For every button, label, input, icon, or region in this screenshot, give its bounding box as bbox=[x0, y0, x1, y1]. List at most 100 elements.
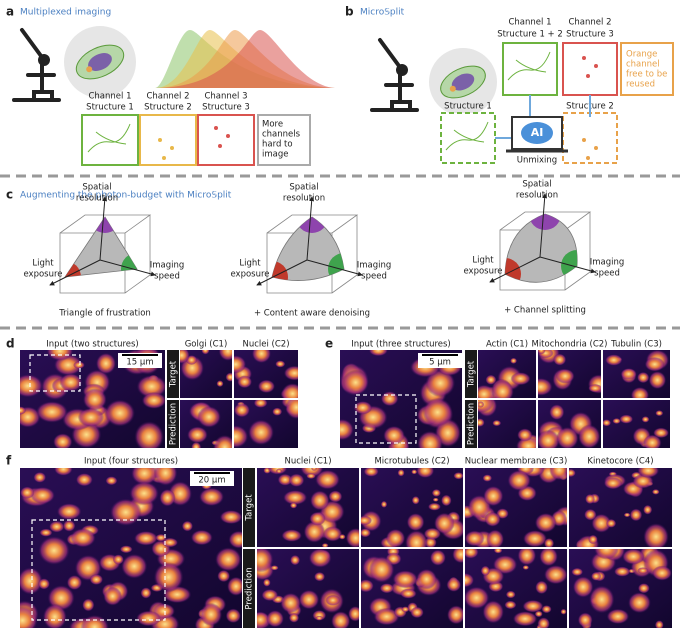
image-content bbox=[465, 549, 567, 628]
structure bbox=[153, 562, 184, 593]
structure bbox=[584, 508, 597, 521]
structure bbox=[39, 528, 53, 537]
structure bbox=[340, 418, 354, 441]
structure bbox=[538, 350, 546, 355]
structure bbox=[543, 565, 567, 585]
label: exposure bbox=[23, 270, 62, 280]
structure bbox=[30, 486, 55, 504]
structure bbox=[637, 468, 660, 478]
structure bbox=[577, 612, 593, 628]
structure bbox=[253, 400, 268, 408]
structure bbox=[290, 554, 301, 566]
label: Multiplexed imaging bbox=[20, 8, 111, 18]
cap bbox=[328, 253, 344, 281]
structure bbox=[104, 399, 135, 427]
structure bbox=[110, 498, 142, 526]
label: exposure bbox=[463, 267, 502, 277]
structure bbox=[82, 598, 95, 612]
label: Actin (C1) bbox=[486, 340, 528, 350]
label: Spatial bbox=[82, 183, 111, 193]
axis bbox=[539, 193, 548, 258]
structure bbox=[129, 481, 159, 506]
structure bbox=[578, 424, 601, 448]
structure bbox=[288, 612, 300, 623]
label: Channel 1 bbox=[88, 92, 131, 102]
structure bbox=[410, 606, 424, 619]
channel-box bbox=[139, 114, 197, 166]
row-tab bbox=[167, 400, 179, 448]
structure bbox=[505, 590, 516, 599]
structure bbox=[555, 368, 575, 384]
row-tab bbox=[243, 549, 255, 628]
structure bbox=[161, 537, 179, 548]
structure bbox=[651, 489, 660, 495]
axis bbox=[539, 256, 596, 274]
structure bbox=[283, 365, 298, 381]
structure-dot bbox=[586, 156, 590, 160]
structure bbox=[234, 425, 249, 448]
label: Orange bbox=[626, 50, 657, 60]
structure bbox=[493, 549, 503, 554]
structure bbox=[507, 469, 531, 491]
cap bbox=[121, 253, 137, 277]
image-content bbox=[571, 549, 672, 628]
structure bbox=[478, 401, 485, 408]
structure bbox=[328, 490, 343, 503]
structure bbox=[654, 620, 664, 628]
structure-sketch bbox=[507, 51, 551, 81]
structure bbox=[218, 350, 232, 361]
structure bbox=[425, 369, 456, 398]
structure bbox=[308, 549, 332, 568]
structure bbox=[432, 497, 439, 502]
structure bbox=[556, 426, 579, 448]
label: resolution bbox=[516, 191, 558, 201]
channel-box bbox=[257, 114, 311, 166]
structure bbox=[537, 617, 550, 628]
image-content bbox=[478, 357, 531, 398]
structure bbox=[517, 549, 537, 566]
row-tab bbox=[167, 350, 179, 398]
structure bbox=[159, 489, 176, 507]
structure bbox=[270, 565, 279, 571]
structure bbox=[283, 490, 308, 505]
structure bbox=[212, 434, 232, 448]
row-tab bbox=[465, 350, 477, 398]
structure bbox=[465, 549, 479, 559]
structure bbox=[201, 350, 210, 355]
ai-blob bbox=[521, 122, 553, 144]
structure bbox=[522, 599, 544, 613]
structure bbox=[553, 353, 567, 366]
structure bbox=[136, 610, 162, 627]
structure bbox=[289, 502, 298, 509]
structure bbox=[368, 350, 388, 357]
structure bbox=[281, 383, 298, 398]
image bbox=[538, 400, 601, 448]
image-content bbox=[361, 468, 463, 547]
structure bbox=[280, 592, 302, 614]
structure bbox=[119, 545, 133, 554]
label: free to be bbox=[626, 70, 667, 80]
structure bbox=[510, 372, 531, 386]
structure bbox=[261, 589, 279, 602]
structure bbox=[136, 374, 165, 399]
label: Tubulin (C3) bbox=[610, 340, 662, 350]
structure bbox=[315, 615, 323, 621]
label: channels bbox=[262, 130, 301, 140]
structure bbox=[491, 380, 514, 398]
structure bbox=[522, 565, 530, 570]
label: Structure 3 bbox=[202, 103, 250, 113]
structure-dot bbox=[158, 138, 162, 142]
vesicle bbox=[86, 66, 93, 73]
label: Unmixing bbox=[517, 156, 557, 166]
structure bbox=[342, 369, 369, 396]
roi bbox=[31, 519, 166, 621]
structure bbox=[538, 429, 560, 448]
image bbox=[361, 468, 463, 547]
label: image bbox=[262, 150, 288, 160]
label: AI bbox=[531, 126, 544, 139]
connector bbox=[495, 95, 591, 139]
image bbox=[180, 400, 232, 448]
structure bbox=[433, 512, 455, 535]
structure bbox=[453, 472, 463, 480]
image bbox=[603, 350, 670, 398]
